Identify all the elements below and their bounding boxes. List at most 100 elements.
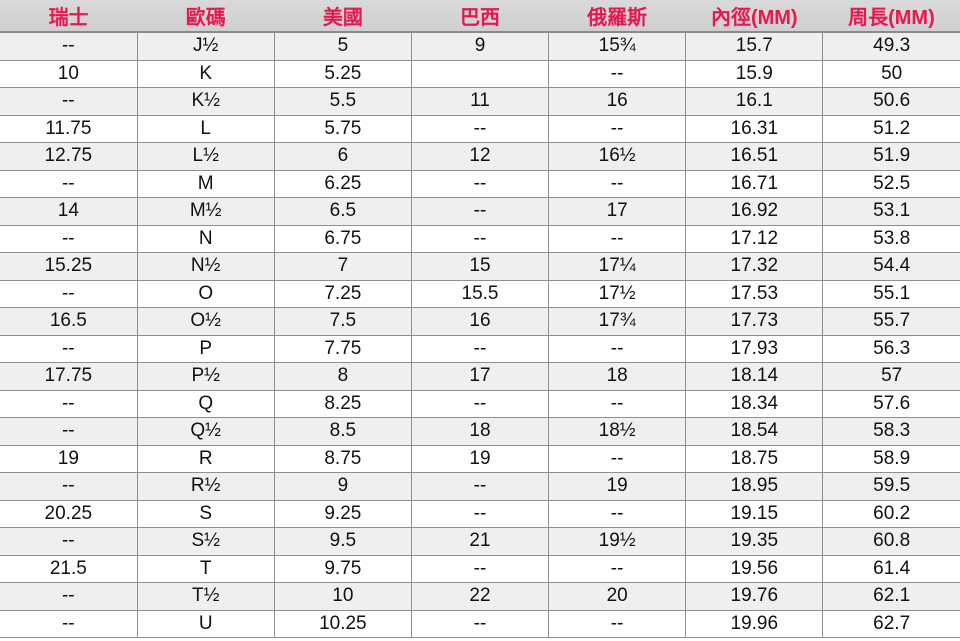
table-cell: 19 xyxy=(0,445,138,473)
table-cell: -- xyxy=(0,582,138,611)
table-row: -- Q 8.25 -- -- 18.34 57.6 xyxy=(0,390,960,418)
table-cell: 53.8 xyxy=(822,225,960,253)
table-cell: -- xyxy=(0,527,138,556)
table-cell: L xyxy=(136,115,275,143)
table-cell: 18.95 xyxy=(685,472,824,501)
table-cell: -- xyxy=(410,610,550,638)
table-cell: 18 xyxy=(410,417,550,446)
table-cell: 50 xyxy=(822,60,960,88)
table-cell: 16.1 xyxy=(685,87,824,116)
table-cell: -- xyxy=(0,390,138,418)
column-header: 周長(MM) xyxy=(822,0,960,33)
table-cell: -- xyxy=(548,335,687,363)
table-cell: -- xyxy=(410,335,550,363)
table-cell: 17.32 xyxy=(685,252,824,281)
table-cell: -- xyxy=(548,390,687,418)
table-cell: 8.25 xyxy=(273,390,412,418)
table-cell: 18.75 xyxy=(685,445,824,473)
table-cell: 57 xyxy=(822,362,960,391)
table-cell: -- xyxy=(410,170,550,198)
table-cell: 59.5 xyxy=(822,472,960,501)
column-header: 內徑(MM) xyxy=(685,0,823,33)
table-cell: -- xyxy=(0,417,138,446)
table-cell: 21 xyxy=(410,527,550,556)
table-cell: 17½ xyxy=(548,280,687,308)
table-cell xyxy=(410,60,550,88)
table-cell: -- xyxy=(410,472,550,501)
table-cell: M xyxy=(136,170,275,198)
table-cell: 58.3 xyxy=(822,417,960,446)
table-row: 21.5 T 9.75 -- -- 19.56 61.4 xyxy=(0,555,960,583)
table-cell: 8 xyxy=(273,362,412,391)
table-cell: -- xyxy=(0,87,138,116)
table-row: 14 M½ 6.5 -- 17 16.92 53.1 xyxy=(0,197,960,226)
table-cell: 8.5 xyxy=(273,417,412,446)
table-cell: 6.5 xyxy=(273,197,412,226)
table-cell: 7 xyxy=(273,252,412,281)
table-cell: 6.25 xyxy=(273,170,412,198)
table-cell: 16 xyxy=(548,87,687,116)
table-cell: 16.92 xyxy=(685,197,824,226)
table-cell: -- xyxy=(548,610,687,638)
table-cell: 55.7 xyxy=(822,307,960,336)
table-cell: S xyxy=(136,500,275,528)
table-cell: -- xyxy=(548,445,687,473)
table-row: -- Q½ 8.5 18 18½ 18.54 58.3 xyxy=(0,417,960,446)
table-cell: R½ xyxy=(136,472,275,501)
table-row: 12.75 L½ 6 12 16½ 16.51 51.9 xyxy=(0,142,960,171)
table-cell: J½ xyxy=(136,32,275,61)
table-row: -- T½ 10 22 20 19.76 62.1 xyxy=(0,582,960,611)
table-cell: 5 xyxy=(273,32,412,61)
table-row: -- U 10.25 -- -- 19.96 62.7 xyxy=(0,610,960,638)
table-cell: 15.9 xyxy=(685,60,824,88)
table-cell: 19½ xyxy=(548,527,687,556)
table-cell: 9.5 xyxy=(273,527,412,556)
table-row: -- O 7.25 15.5 17½ 17.53 55.1 xyxy=(0,280,960,308)
table-cell: 21.5 xyxy=(0,555,138,583)
table-cell: 49.3 xyxy=(822,32,960,61)
table-cell: 7.25 xyxy=(273,280,412,308)
table-cell: -- xyxy=(410,115,550,143)
table-cell: 15.7 xyxy=(685,32,824,61)
table-cell: -- xyxy=(0,32,138,61)
column-header: 巴西 xyxy=(411,0,549,33)
table-cell: 17.12 xyxy=(685,225,824,253)
table-cell: 57.6 xyxy=(822,390,960,418)
table-cell: 16 xyxy=(410,307,550,336)
table-cell: 19 xyxy=(548,472,687,501)
table-row: 10 K 5.25 -- 15.9 50 xyxy=(0,60,960,88)
table-cell: 17 xyxy=(410,362,550,391)
table-cell: 53.1 xyxy=(822,197,960,226)
table-cell: 18.14 xyxy=(685,362,824,391)
table-cell: O xyxy=(136,280,275,308)
table-cell: 17¾ xyxy=(548,307,687,336)
table-cell: 8.75 xyxy=(273,445,412,473)
table-cell: 17.73 xyxy=(685,307,824,336)
table-cell: 61.4 xyxy=(822,555,960,583)
table-cell: 6 xyxy=(273,142,412,171)
table-cell: 15¾ xyxy=(548,32,687,61)
table-cell: 20 xyxy=(548,582,687,611)
table-cell: -- xyxy=(548,115,687,143)
table-cell: T½ xyxy=(136,582,275,611)
table-row: -- P 7.75 -- -- 17.93 56.3 xyxy=(0,335,960,363)
table-cell: 52.5 xyxy=(822,170,960,198)
table-cell: 15 xyxy=(410,252,550,281)
table-cell: 18½ xyxy=(548,417,687,446)
table-row: -- K½ 5.5 11 16 16.1 50.6 xyxy=(0,87,960,116)
table-cell: 17¼ xyxy=(548,252,687,281)
table-cell: 17.93 xyxy=(685,335,824,363)
table-row: -- R½ 9 -- 19 18.95 59.5 xyxy=(0,472,960,501)
table-cell: -- xyxy=(0,472,138,501)
table-cell: 12 xyxy=(410,142,550,171)
table-cell: 11.75 xyxy=(0,115,138,143)
table-cell: Q xyxy=(136,390,275,418)
table-cell: 15.25 xyxy=(0,252,138,281)
table-cell: 20.25 xyxy=(0,500,138,528)
table-cell: Q½ xyxy=(136,417,275,446)
table-cell: 5.5 xyxy=(273,87,412,116)
table-row: -- S½ 9.5 21 19½ 19.35 60.8 xyxy=(0,527,960,556)
table-cell: 19.56 xyxy=(685,555,824,583)
table-cell: 18 xyxy=(548,362,687,391)
